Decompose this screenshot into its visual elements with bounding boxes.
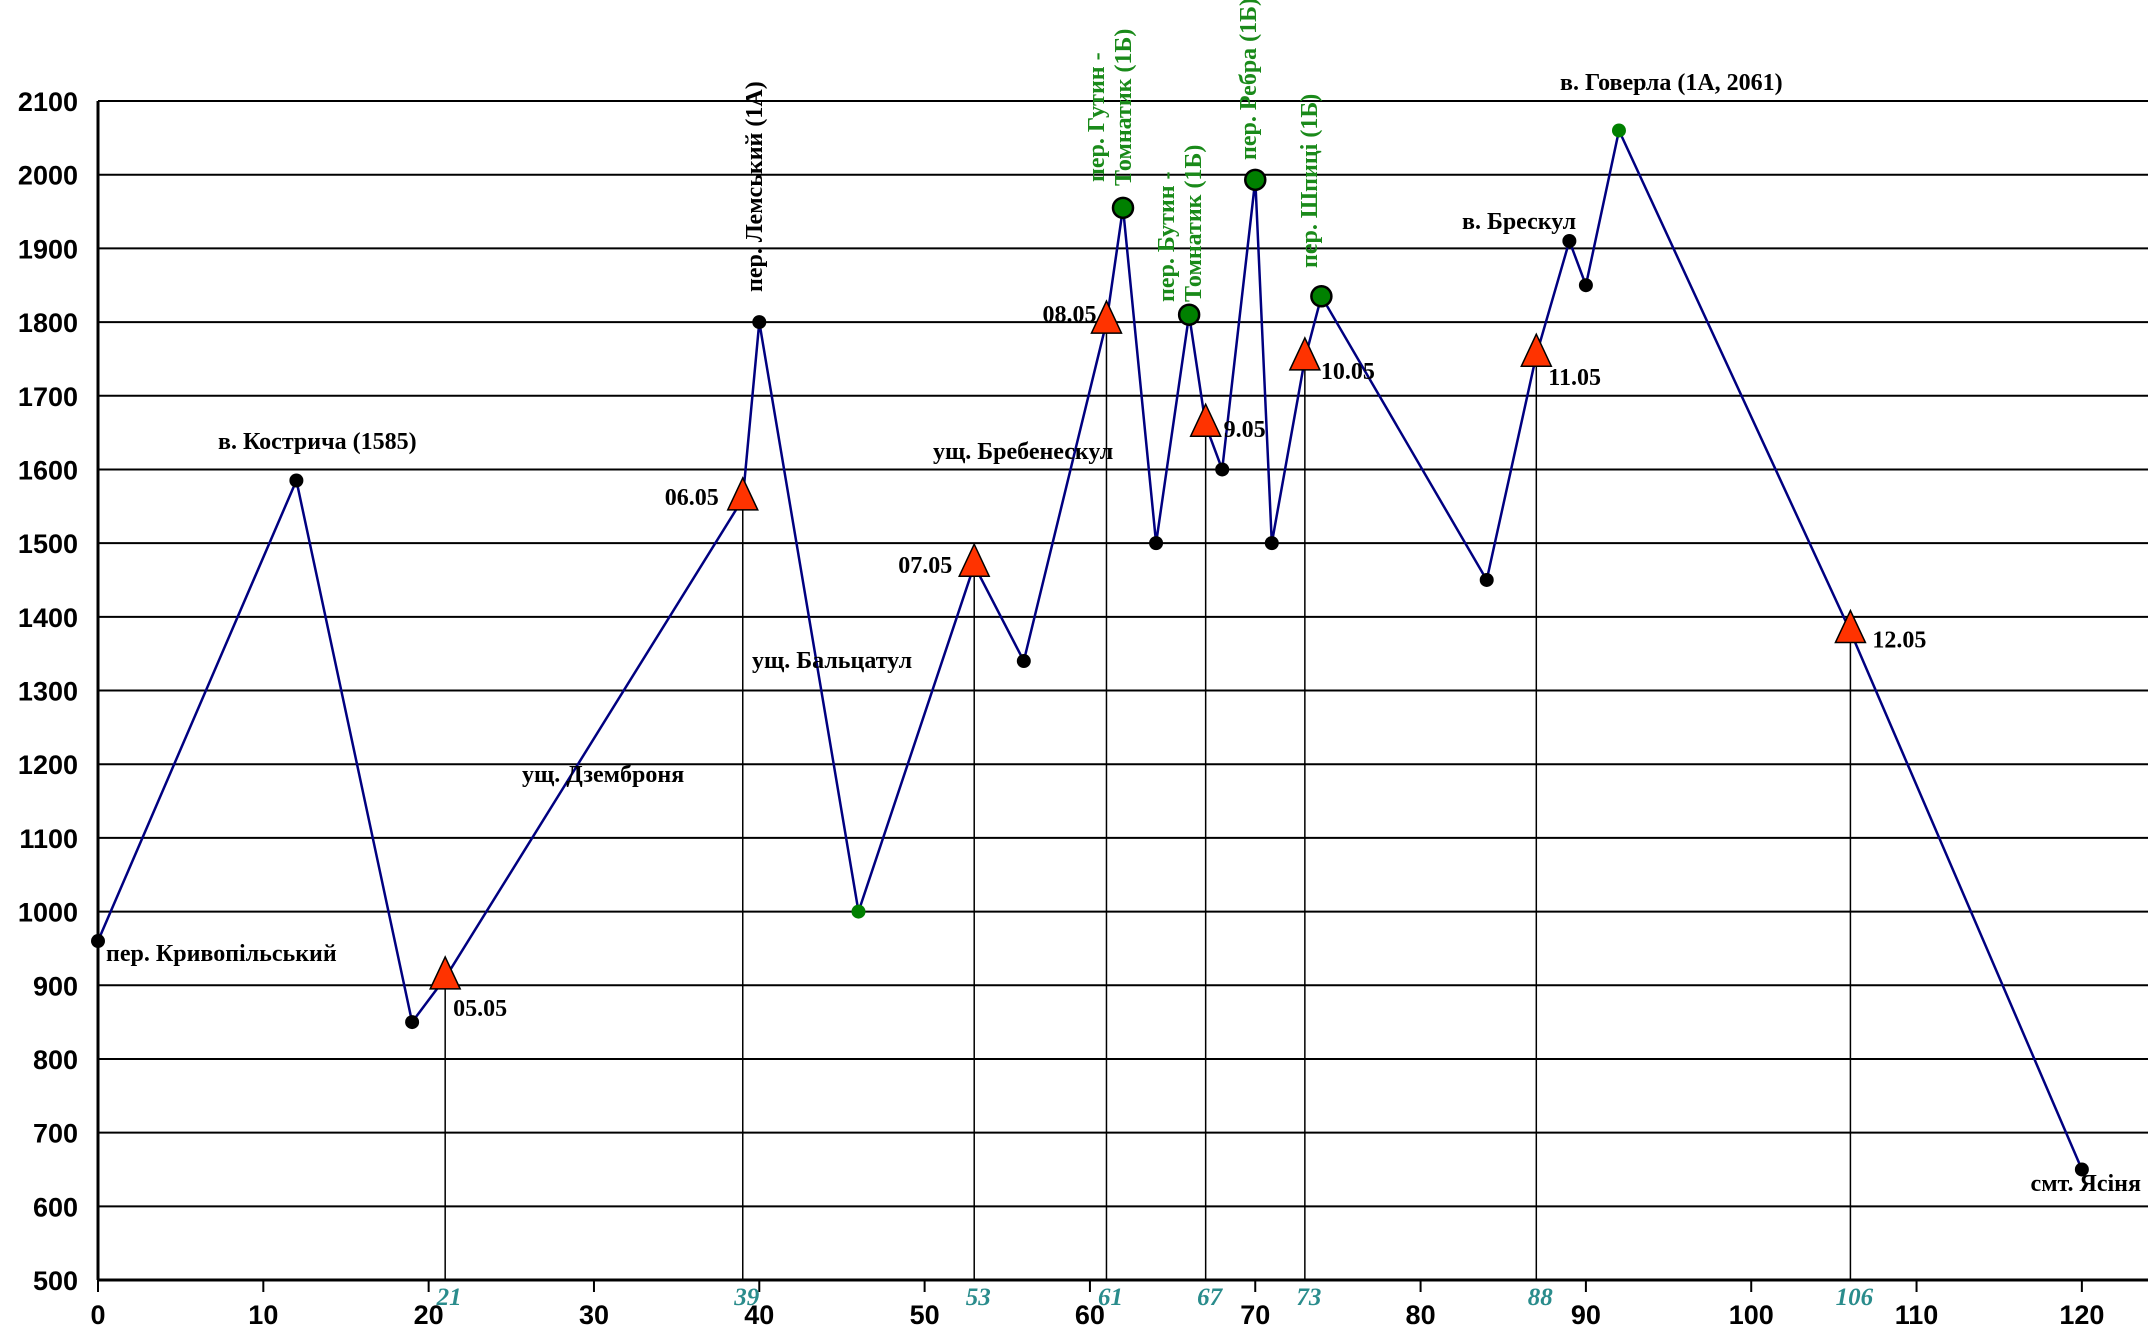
data-point bbox=[91, 934, 105, 949]
x-tick-label: 80 bbox=[1406, 1300, 1436, 1330]
camp-triangle bbox=[958, 542, 991, 577]
axes bbox=[96, 101, 2148, 1292]
y-tick-label: 600 bbox=[33, 1192, 78, 1222]
camp-date-label: 11.05 bbox=[1548, 365, 1601, 391]
camp-date-label: 10.05 bbox=[1321, 359, 1375, 385]
x-tick-label: 100 bbox=[1729, 1300, 1774, 1330]
annotation-label: пер. Лемський (1А) bbox=[742, 81, 768, 292]
camp-droplines bbox=[444, 328, 1852, 1280]
annotation-label: пер. Кривопільський bbox=[106, 941, 337, 967]
annotation-label: в. Говерла (1А, 2061) bbox=[1560, 70, 1783, 96]
data-point bbox=[1244, 168, 1267, 192]
elevation-line bbox=[96, 126, 2084, 1170]
annotation-label: ущ. Дземброня bbox=[522, 762, 684, 788]
camp-date-label: 06.05 bbox=[665, 485, 719, 511]
point-markers bbox=[91, 123, 2089, 1177]
annotation-label: пер. Ребра (1Б) bbox=[1236, 0, 1262, 160]
data-point bbox=[1149, 536, 1164, 551]
y-tick-label: 800 bbox=[33, 1045, 78, 1075]
annotation-label: пер. Гутин - bbox=[1084, 52, 1110, 182]
camp-triangle bbox=[428, 955, 462, 990]
camp-triangle bbox=[726, 476, 759, 511]
camp-triangle bbox=[1834, 608, 1867, 644]
camp-date-label: 08.05 bbox=[1042, 302, 1096, 328]
camp-date-label: 07.05 bbox=[898, 553, 952, 579]
data-point bbox=[1215, 462, 1230, 477]
grid-lines bbox=[98, 100, 2148, 1208]
y-tick-label: 1500 bbox=[18, 529, 78, 559]
camp-date-label: 12.05 bbox=[1872, 628, 1926, 654]
data-point bbox=[1177, 303, 1201, 326]
y-tick-label: 2100 bbox=[18, 87, 78, 117]
y-tick-label: 1700 bbox=[18, 382, 78, 412]
camp-km-label: 53 bbox=[966, 1284, 991, 1311]
data-point bbox=[1264, 536, 1279, 551]
annotation-label: пер. Бутин - bbox=[1154, 171, 1180, 302]
data-point bbox=[752, 315, 767, 330]
y-tick-label: 1000 bbox=[18, 898, 78, 928]
data-point bbox=[1562, 234, 1577, 249]
annotation-label: смт. Ясіня bbox=[2031, 1171, 2141, 1197]
x-tick-label: 30 bbox=[579, 1300, 609, 1330]
y-tick-label: 1800 bbox=[18, 308, 78, 338]
annotation-label: ущ. Бальцатул bbox=[752, 648, 912, 674]
annotation-label: ущ. Бребенескул bbox=[933, 439, 1113, 465]
y-tick-label: 500 bbox=[33, 1266, 78, 1296]
camp-km-label: 106 bbox=[1836, 1284, 1874, 1311]
x-tick-label: 0 bbox=[90, 1300, 105, 1330]
data-point bbox=[1578, 278, 1593, 293]
x-tick-label: 10 bbox=[248, 1300, 278, 1330]
camp-km-label: 73 bbox=[1296, 1284, 1321, 1311]
data-point bbox=[1111, 196, 1135, 220]
data-point bbox=[289, 473, 304, 488]
annotation-label: Томнатик (1Б) bbox=[1181, 145, 1207, 302]
y-tick-label: 2000 bbox=[18, 161, 78, 191]
x-tick-label: 40 bbox=[744, 1300, 774, 1330]
camp-km-label: 21 bbox=[436, 1284, 462, 1311]
camp-markers bbox=[428, 299, 1867, 990]
camp-km-label: 88 bbox=[1528, 1284, 1554, 1311]
y-tick-label: 1400 bbox=[18, 603, 78, 633]
x-tick-label: 50 bbox=[910, 1300, 940, 1330]
camp-date-label: 05.05 bbox=[453, 996, 507, 1022]
annotation-labels: 05.05 06.05 07.05 08.05 9.05 10.05 11.05 12.05 п… bbox=[106, 0, 2141, 1197]
y-tick-label: 1600 bbox=[18, 455, 78, 485]
y-tick-label: 1200 bbox=[18, 750, 78, 780]
data-point bbox=[851, 904, 866, 919]
annotation-label: в. Кострича (1585) bbox=[218, 429, 417, 455]
data-point bbox=[1016, 654, 1031, 669]
camp-km-label: 61 bbox=[1098, 1284, 1123, 1311]
annotation-label: в. Брескул bbox=[1462, 209, 1576, 235]
y-tick-label: 1900 bbox=[18, 234, 78, 264]
y-tick-label: 700 bbox=[33, 1119, 78, 1149]
data-point bbox=[2074, 1162, 2089, 1177]
y-tick-label: 900 bbox=[33, 971, 78, 1001]
data-point bbox=[1479, 572, 1494, 587]
camp-km-label: 39 bbox=[733, 1284, 760, 1311]
camp-triangle bbox=[1189, 402, 1222, 437]
data-point bbox=[1611, 123, 1626, 138]
y-tick-label: 1100 bbox=[19, 824, 78, 854]
camp-km-label: 67 bbox=[1197, 1284, 1224, 1311]
camp-triangle bbox=[1288, 336, 1322, 371]
tick-labels: 5006007008009001000110012001300140015001… bbox=[18, 87, 2104, 1330]
data-point bbox=[405, 1015, 420, 1030]
annotation-label: пер. Шпиці (1Б) bbox=[1297, 94, 1323, 268]
camp-date-label: 9.05 bbox=[1224, 417, 1266, 443]
y-tick-label: 1300 bbox=[18, 677, 78, 707]
camp-triangle bbox=[1520, 332, 1553, 367]
x-tick-label: 110 bbox=[1895, 1300, 1939, 1330]
annotation-label: Томнатик (1Б) bbox=[1111, 29, 1137, 186]
elevation-series bbox=[96, 126, 2084, 1170]
x-tick-label: 20 bbox=[414, 1300, 444, 1330]
x-tick-label: 90 bbox=[1571, 1300, 1601, 1330]
camp-triangle bbox=[1090, 299, 1123, 334]
x-tick-label: 120 bbox=[2059, 1300, 2104, 1330]
x-tick-label: 60 bbox=[1075, 1300, 1105, 1330]
x-tick-label: 70 bbox=[1240, 1300, 1270, 1330]
data-point bbox=[1310, 285, 1333, 308]
